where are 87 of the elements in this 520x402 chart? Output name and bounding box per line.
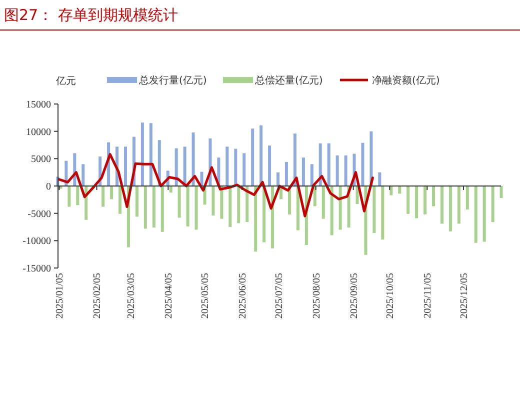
bar: [474, 186, 478, 243]
bar: [254, 186, 258, 252]
bar: [415, 186, 418, 218]
bar: [448, 186, 452, 232]
line-series: [58, 153, 374, 218]
bar: [237, 186, 240, 224]
bar: [440, 186, 444, 224]
bar: [361, 142, 364, 186]
bar: [220, 186, 224, 219]
bar: [242, 153, 246, 186]
chart-title: 图27： 存单到期规模统计: [4, 6, 178, 24]
bar: [246, 186, 249, 222]
bar: [424, 186, 427, 214]
bar: [110, 186, 114, 200]
bar: [322, 186, 325, 219]
bar: [174, 148, 178, 186]
bar: [327, 143, 330, 186]
bar: [135, 186, 138, 217]
bar: [260, 125, 263, 186]
x-tick-label: 2025/11/05: [422, 273, 434, 318]
bar: [336, 155, 339, 186]
bar: [68, 186, 71, 207]
bar: [406, 186, 410, 214]
bar: [398, 186, 402, 194]
bar: [102, 186, 105, 207]
bar: [144, 186, 147, 229]
y-axis-title: 亿元: [55, 76, 76, 87]
x-tick-label: 2025/02/05: [92, 273, 104, 319]
bar: [432, 186, 436, 206]
bar: [76, 186, 80, 206]
bar: [491, 186, 494, 222]
bar: [390, 186, 393, 196]
bar: [372, 186, 376, 234]
legend-label: 总发行量(亿元): [138, 74, 207, 86]
y-tick-label: 5000: [31, 154, 51, 166]
x-tick-label: 2025/12/05: [458, 273, 470, 319]
bar: [344, 155, 348, 186]
bar: [183, 146, 186, 186]
bar: [381, 186, 384, 240]
bar: [378, 172, 382, 186]
x-tick-label: 2025/09/05: [348, 273, 360, 319]
x-tick-label: 2025/05/05: [200, 273, 211, 319]
bar: [212, 186, 215, 216]
x-tick-label: 2025/06/05: [237, 273, 248, 319]
bar: [251, 128, 254, 186]
bar: [276, 172, 280, 186]
bar: [228, 186, 232, 227]
bar: [186, 186, 190, 226]
bar: [302, 158, 305, 186]
x-tick-label: 2025/08/05: [311, 273, 322, 319]
bar: [82, 164, 85, 186]
legend-label: 总偿还量(亿元): [254, 74, 323, 86]
bar: [457, 186, 460, 224]
bar: [226, 146, 229, 186]
x-tick-label: 2025/07/05: [274, 273, 285, 319]
x-tick-label: 2025/01/05: [54, 273, 66, 319]
bar: [310, 164, 314, 186]
bar: [284, 162, 288, 186]
bar: [234, 148, 238, 186]
bar: [160, 186, 164, 232]
bar: [169, 186, 172, 193]
y-tick-label: -5000: [28, 208, 51, 220]
bar: [118, 186, 122, 214]
bar: [500, 186, 503, 198]
bar: [293, 134, 296, 186]
y-tick-label: -10000: [22, 236, 51, 248]
x-tick-label: 2025/10/05: [385, 273, 396, 319]
bar: [262, 186, 266, 242]
x-tick-label: 2025/03/05: [126, 273, 138, 319]
bar: [338, 186, 342, 230]
bar: [466, 186, 469, 210]
y-tick-label: 0: [46, 182, 51, 192]
y-tick-label: 10000: [26, 126, 51, 138]
y-tick-label: 15000: [26, 100, 51, 110]
bar: [178, 186, 181, 218]
bar: [194, 186, 198, 230]
x-tick-label: 2025/04/05: [164, 273, 175, 319]
bar: [149, 123, 152, 186]
bar: [192, 132, 195, 186]
y-tick-label: -15000: [22, 264, 51, 274]
bar: [124, 146, 127, 186]
bar: [482, 186, 486, 242]
bar: [330, 186, 334, 236]
legend-label: 净融资额(亿元): [372, 74, 440, 86]
bar: [140, 122, 144, 186]
bar: [268, 146, 272, 186]
bar: [152, 186, 156, 228]
